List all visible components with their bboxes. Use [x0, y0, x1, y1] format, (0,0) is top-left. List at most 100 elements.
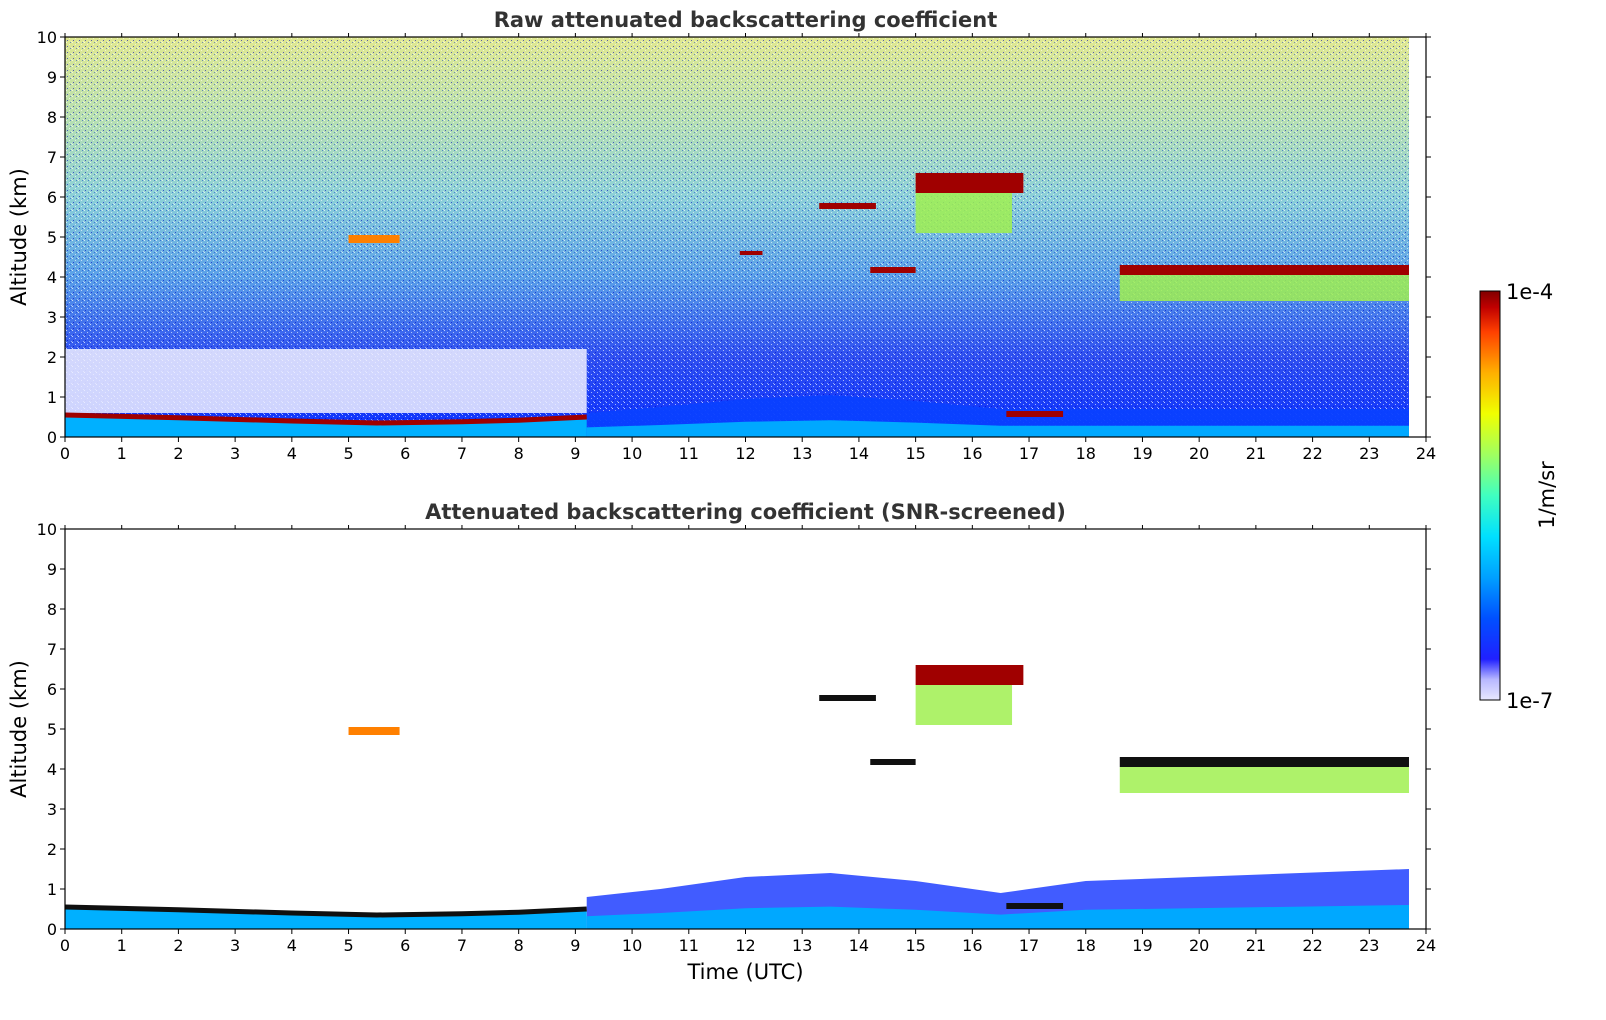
cloud-layer [1119, 275, 1409, 301]
y-tick-label: 10 [37, 28, 57, 47]
cloud-layer [1119, 767, 1409, 793]
x-tick-label: 0 [60, 444, 70, 463]
x-tick-label: 7 [457, 936, 467, 955]
aerosol-layer-dense [586, 905, 1409, 929]
x-tick-label: 20 [1189, 444, 1209, 463]
cloud-layer [348, 235, 400, 243]
x-tick-label: 21 [1246, 444, 1266, 463]
x-tick-label: 11 [679, 444, 699, 463]
cloud-layer [739, 251, 763, 255]
aerosol-layer-dense [586, 420, 1409, 437]
y-tick-label: 2 [47, 840, 57, 859]
x-tick-label: 5 [343, 444, 353, 463]
cloud-layer [1119, 757, 1409, 767]
y-tick-label: 8 [47, 108, 57, 127]
x-tick-label: 12 [735, 444, 755, 463]
x-tick-label: 2 [173, 444, 183, 463]
y-tick-label: 8 [47, 600, 57, 619]
y-tick-label: 5 [47, 720, 57, 739]
x-tick-label: 17 [1019, 444, 1039, 463]
x-tick-label: 19 [1132, 936, 1152, 955]
y-tick-label: 4 [47, 268, 57, 287]
y-tick-label: 1 [47, 880, 57, 899]
panel-title: Attenuated backscattering coefficient (S… [425, 500, 1066, 524]
x-tick-label: 3 [230, 936, 240, 955]
colorbar: 1e-4 1e-7 1/m/sr [1479, 280, 1559, 713]
x-tick-label: 16 [962, 444, 982, 463]
x-tick-label: 14 [849, 936, 869, 955]
x-tick-label: 24 [1416, 936, 1436, 955]
y-tick-label: 1 [47, 388, 57, 407]
y-tick-label: 5 [47, 228, 57, 247]
cloud-layer [819, 695, 876, 701]
y-tick-label: 10 [37, 520, 57, 539]
x-tick-label: 1 [117, 936, 127, 955]
y-tick-label: 3 [47, 308, 57, 327]
x-tick-label: 17 [1019, 936, 1039, 955]
x-tick-label: 6 [400, 444, 410, 463]
cloud-layer [915, 665, 1024, 685]
x-tick-label: 10 [622, 936, 642, 955]
y-tick-label: 7 [47, 148, 57, 167]
colorbar-label: 1/m/sr [1535, 461, 1559, 529]
y-tick-label: 6 [47, 680, 57, 699]
x-tick-label: 22 [1302, 936, 1322, 955]
cloud-layer [819, 203, 876, 209]
cloud-layer [870, 267, 916, 273]
x-tick-label: 11 [679, 936, 699, 955]
x-tick-label: 13 [792, 936, 812, 955]
x-tick-label: 2 [173, 936, 183, 955]
x-tick-label: 22 [1302, 444, 1322, 463]
x-axis-label: Time (UTC) [686, 960, 803, 984]
x-tick-label: 14 [849, 444, 869, 463]
x-tick-label: 4 [287, 936, 297, 955]
screened-panel: Attenuated backscattering coefficient (S… [7, 500, 1436, 984]
cloud-layer [870, 759, 916, 765]
x-tick-label: 16 [962, 936, 982, 955]
y-tick-label: 3 [47, 800, 57, 819]
axes-frame [64, 528, 1427, 930]
x-tick-label: 9 [570, 936, 580, 955]
boundary-layer-fill [65, 909, 587, 929]
cloud-layer [1006, 903, 1064, 909]
x-tick-label: 3 [230, 444, 240, 463]
boundary-layer-fill [65, 417, 587, 437]
cloud-layer [915, 193, 1013, 233]
x-tick-label: 19 [1132, 444, 1152, 463]
x-tick-label: 8 [514, 936, 524, 955]
y-tick-label: 0 [47, 428, 57, 447]
x-tick-label: 7 [457, 444, 467, 463]
x-tick-label: 21 [1246, 936, 1266, 955]
y-tick-label: 2 [47, 348, 57, 367]
cloud-layer [915, 173, 1024, 193]
raw-clear-region [65, 349, 587, 413]
cloud-layer [1119, 265, 1409, 275]
colorbar-max-label: 1e-4 [1506, 280, 1553, 304]
y-tick-label: 9 [47, 68, 57, 87]
x-tick-label: 13 [792, 444, 812, 463]
y-tick-label: 6 [47, 188, 57, 207]
x-tick-label: 23 [1359, 444, 1379, 463]
x-tick-label: 10 [622, 444, 642, 463]
x-tick-label: 15 [905, 444, 925, 463]
x-tick-label: 4 [287, 444, 297, 463]
x-tick-label: 23 [1359, 936, 1379, 955]
boundary-layer-top [64, 412, 587, 426]
x-tick-label: 12 [735, 936, 755, 955]
colorbar-min-label: 1e-7 [1506, 689, 1553, 713]
cloud-layer [915, 685, 1013, 725]
x-tick-label: 5 [343, 936, 353, 955]
y-axis-label: Altitude (km) [7, 168, 31, 306]
cloud-layer [1006, 411, 1064, 417]
x-tick-label: 6 [400, 936, 410, 955]
raw-panel: Raw attenuated backscattering coefficien… [7, 8, 1436, 463]
x-tick-label: 0 [60, 936, 70, 955]
y-tick-label: 9 [47, 560, 57, 579]
panel-title: Raw attenuated backscattering coefficien… [494, 8, 998, 32]
x-tick-label: 8 [514, 444, 524, 463]
x-tick-label: 20 [1189, 936, 1209, 955]
x-tick-label: 18 [1076, 936, 1096, 955]
y-tick-label: 7 [47, 640, 57, 659]
y-axis-label: Altitude (km) [7, 660, 31, 798]
x-tick-label: 9 [570, 444, 580, 463]
